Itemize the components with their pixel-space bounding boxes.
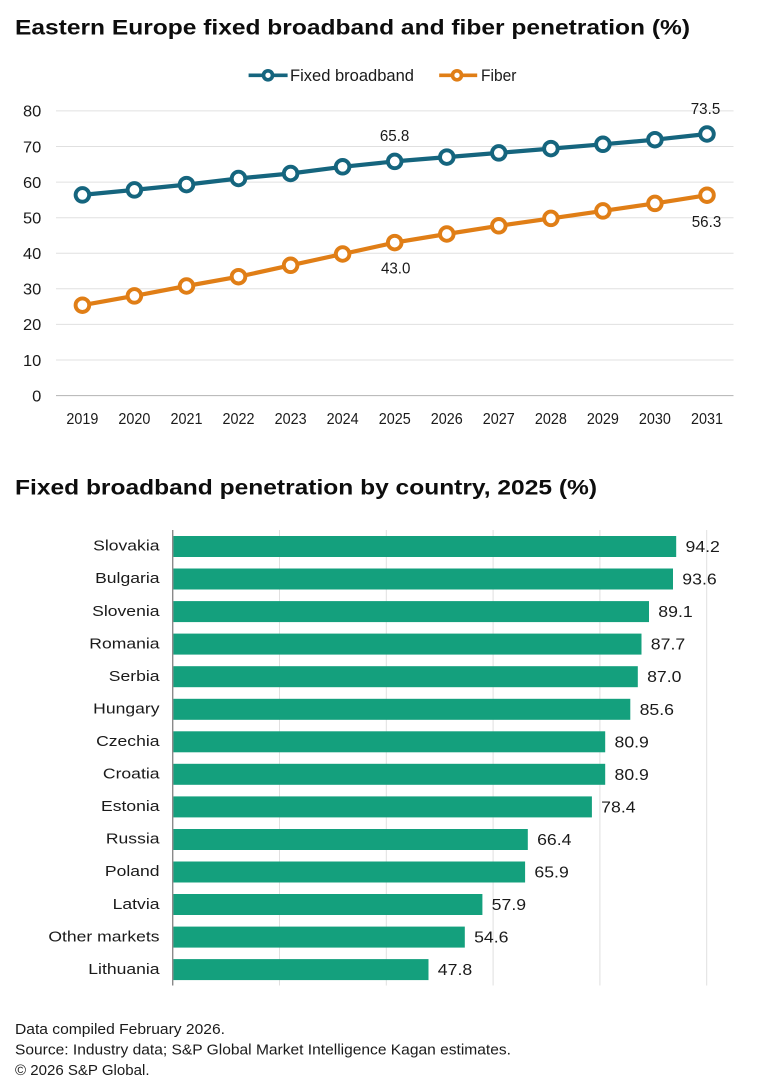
svg-text:Russia: Russia [106, 832, 161, 848]
svg-text:Eastern Europe fixed broadband: Eastern Europe fixed broadband and fiber… [15, 16, 690, 39]
svg-text:78.4: 78.4 [601, 799, 636, 816]
svg-text:60: 60 [23, 175, 41, 192]
svg-text:50: 50 [23, 211, 41, 228]
svg-text:Lithuania: Lithuania [88, 962, 160, 978]
svg-text:2027: 2027 [483, 411, 515, 428]
svg-text:87.0: 87.0 [647, 669, 681, 686]
svg-text:Slovenia: Slovenia [92, 604, 160, 620]
svg-text:94.2: 94.2 [686, 539, 720, 556]
svg-text:Czechia: Czechia [96, 734, 161, 750]
svg-text:87.7: 87.7 [651, 637, 685, 654]
svg-text:47.8: 47.8 [438, 962, 472, 979]
svg-text:2031: 2031 [691, 411, 723, 428]
svg-text:Fixed broadband: Fixed broadband [290, 67, 414, 85]
svg-text:80: 80 [23, 104, 41, 121]
svg-text:73.5: 73.5 [691, 101, 721, 118]
svg-text:2029: 2029 [587, 411, 619, 428]
svg-text:2026: 2026 [431, 411, 463, 428]
svg-text:85.6: 85.6 [640, 702, 674, 719]
svg-text:Other markets: Other markets [48, 929, 159, 945]
svg-text:20: 20 [23, 317, 41, 334]
svg-text:0: 0 [32, 388, 41, 405]
svg-text:43.0: 43.0 [381, 261, 411, 278]
svg-text:65.9: 65.9 [534, 865, 568, 882]
svg-text:66.4: 66.4 [537, 832, 572, 849]
svg-text:2020: 2020 [118, 411, 150, 428]
svg-text:2021: 2021 [171, 411, 203, 428]
svg-text:Estonia: Estonia [101, 799, 161, 815]
svg-text:80.9: 80.9 [615, 734, 649, 751]
svg-text:Poland: Poland [105, 864, 160, 880]
svg-text:Latvia: Latvia [113, 897, 161, 913]
svg-text:80.9: 80.9 [615, 767, 649, 784]
svg-text:93.6: 93.6 [682, 572, 716, 589]
svg-text:2025: 2025 [379, 411, 411, 428]
svg-text:Croatia: Croatia [103, 767, 161, 783]
svg-text:65.8: 65.8 [380, 128, 410, 145]
svg-text:2022: 2022 [223, 411, 255, 428]
svg-text:57.9: 57.9 [492, 897, 526, 914]
svg-text:2023: 2023 [275, 411, 307, 428]
svg-text:Romania: Romania [89, 636, 160, 652]
svg-text:Slovakia: Slovakia [93, 539, 160, 555]
svg-text:Bulgaria: Bulgaria [95, 571, 161, 587]
svg-text:Source: Industry data; S&P Glo: Source: Industry data; S&P Global Market… [15, 1041, 511, 1058]
svg-text:2019: 2019 [66, 411, 98, 428]
svg-text:Serbia: Serbia [109, 669, 161, 685]
svg-text:56.3: 56.3 [692, 214, 722, 231]
svg-text:89.1: 89.1 [658, 604, 692, 621]
svg-text:54.6: 54.6 [474, 930, 508, 947]
svg-text:2024: 2024 [327, 411, 359, 428]
svg-text:70: 70 [23, 139, 41, 156]
svg-text:Fixed broadband penetration by: Fixed broadband penetration by country, … [15, 477, 597, 500]
svg-text:30: 30 [23, 282, 41, 299]
svg-text:Fiber: Fiber [481, 67, 517, 85]
svg-text:Hungary: Hungary [93, 702, 160, 718]
svg-text:Data compiled February 2026.: Data compiled February 2026. [15, 1021, 225, 1038]
svg-text:40: 40 [23, 246, 41, 263]
svg-text:© 2026 S&P Global.: © 2026 S&P Global. [15, 1062, 150, 1079]
svg-text:2030: 2030 [639, 411, 671, 428]
svg-text:10: 10 [23, 353, 41, 370]
svg-text:2028: 2028 [535, 411, 567, 428]
